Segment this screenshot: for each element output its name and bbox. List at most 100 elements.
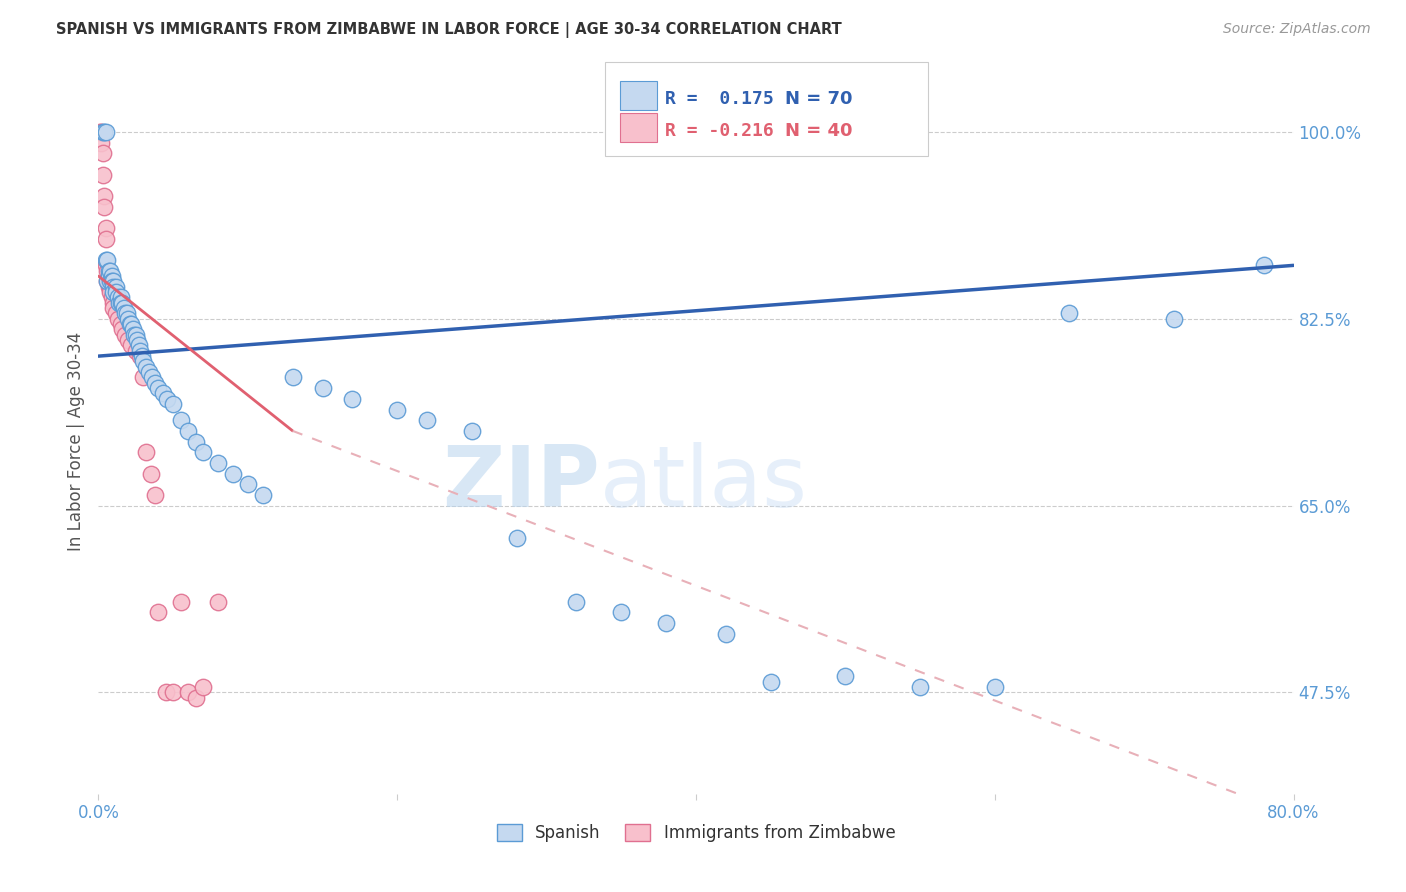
Point bbox=[101, 290, 124, 304]
Point bbox=[94, 221, 117, 235]
Point bbox=[120, 317, 142, 331]
Point bbox=[177, 685, 200, 699]
Point bbox=[207, 595, 229, 609]
Text: N = 70: N = 70 bbox=[785, 90, 852, 108]
Point bbox=[91, 168, 114, 182]
Point bbox=[129, 349, 152, 363]
Point bbox=[114, 327, 136, 342]
Point bbox=[138, 365, 160, 379]
Point bbox=[207, 456, 229, 470]
Point bbox=[103, 285, 125, 299]
Point bbox=[184, 690, 207, 705]
Text: Source: ZipAtlas.com: Source: ZipAtlas.com bbox=[1223, 22, 1371, 37]
Point bbox=[311, 381, 333, 395]
Point bbox=[184, 434, 207, 449]
Point bbox=[1059, 306, 1081, 320]
Point bbox=[162, 685, 184, 699]
Point bbox=[94, 125, 117, 139]
Point bbox=[281, 370, 304, 384]
Point bbox=[107, 311, 129, 326]
Point bbox=[759, 674, 782, 689]
Point bbox=[1163, 311, 1185, 326]
Point bbox=[108, 295, 131, 310]
Point bbox=[148, 381, 170, 395]
Point bbox=[97, 279, 120, 293]
Point bbox=[90, 136, 112, 150]
Point bbox=[155, 685, 177, 699]
Point bbox=[93, 200, 115, 214]
Point bbox=[610, 606, 633, 620]
Point bbox=[89, 125, 111, 139]
Point bbox=[97, 268, 120, 283]
Point bbox=[148, 606, 170, 620]
Point bbox=[98, 279, 122, 293]
Point bbox=[107, 290, 129, 304]
Legend: Spanish, Immigrants from Zimbabwe: Spanish, Immigrants from Zimbabwe bbox=[489, 817, 903, 849]
Point bbox=[132, 354, 155, 368]
Point bbox=[135, 359, 157, 374]
Point bbox=[103, 274, 125, 288]
Point bbox=[191, 680, 214, 694]
Point bbox=[191, 445, 214, 459]
Point bbox=[101, 268, 124, 283]
Point bbox=[111, 322, 134, 336]
Point bbox=[91, 125, 114, 139]
Point bbox=[114, 306, 136, 320]
Point bbox=[385, 402, 409, 417]
Point bbox=[169, 595, 191, 609]
Text: ZIP: ZIP bbox=[443, 442, 600, 525]
Point bbox=[131, 349, 153, 363]
Point bbox=[127, 333, 149, 347]
Point bbox=[129, 343, 152, 358]
Point bbox=[91, 146, 114, 161]
Point bbox=[98, 263, 122, 277]
Point bbox=[984, 680, 1007, 694]
Text: N = 40: N = 40 bbox=[785, 122, 852, 140]
Point bbox=[90, 125, 112, 139]
Point bbox=[135, 445, 157, 459]
Point bbox=[125, 343, 148, 358]
Point bbox=[98, 274, 122, 288]
Point bbox=[103, 295, 125, 310]
Point bbox=[416, 413, 439, 427]
Point bbox=[124, 327, 146, 342]
Point bbox=[94, 232, 117, 246]
Point bbox=[143, 488, 166, 502]
Point bbox=[162, 397, 184, 411]
Text: atlas: atlas bbox=[600, 442, 808, 525]
Point bbox=[141, 370, 163, 384]
Point bbox=[125, 327, 148, 342]
Point bbox=[105, 306, 128, 320]
Point bbox=[128, 338, 150, 352]
Point bbox=[252, 488, 274, 502]
Point bbox=[110, 290, 132, 304]
Point bbox=[121, 322, 143, 336]
Point bbox=[115, 306, 138, 320]
Point bbox=[93, 189, 115, 203]
Point bbox=[105, 279, 128, 293]
Point bbox=[714, 626, 737, 640]
Point bbox=[96, 263, 118, 277]
Text: SPANISH VS IMMIGRANTS FROM ZIMBABWE IN LABOR FORCE | AGE 30-34 CORRELATION CHART: SPANISH VS IMMIGRANTS FROM ZIMBABWE IN L… bbox=[56, 22, 842, 38]
Text: R =  0.175: R = 0.175 bbox=[665, 90, 773, 108]
Point bbox=[342, 392, 364, 406]
Text: R = -0.216: R = -0.216 bbox=[665, 122, 773, 140]
Point bbox=[152, 386, 174, 401]
Point bbox=[1253, 259, 1275, 273]
Point bbox=[132, 370, 155, 384]
Point bbox=[908, 680, 931, 694]
Point bbox=[97, 274, 120, 288]
Point bbox=[94, 253, 117, 268]
Point bbox=[117, 311, 139, 326]
Point bbox=[97, 263, 120, 277]
Point bbox=[139, 467, 162, 481]
Point bbox=[117, 333, 139, 347]
Point bbox=[120, 338, 142, 352]
Point bbox=[93, 125, 115, 139]
Point bbox=[834, 669, 856, 683]
Point bbox=[94, 259, 117, 273]
Point bbox=[105, 285, 128, 299]
Point bbox=[461, 424, 484, 438]
Point bbox=[110, 295, 132, 310]
Point bbox=[565, 595, 588, 609]
